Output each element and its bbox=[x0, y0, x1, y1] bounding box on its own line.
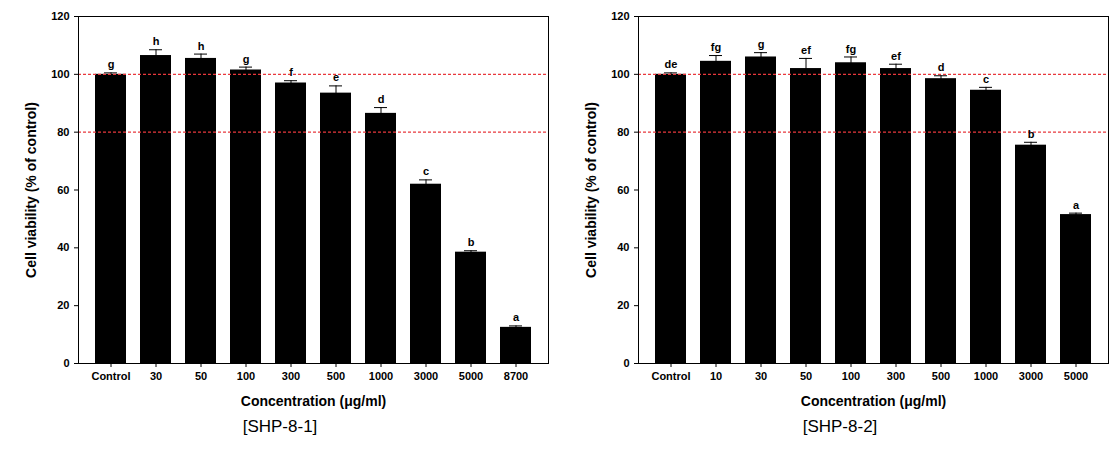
svg-text:120: 120 bbox=[611, 10, 629, 22]
svg-text:Cell viability (% of control): Cell viability (% of control) bbox=[583, 102, 599, 278]
svg-text:500: 500 bbox=[932, 370, 950, 382]
svg-text:c: c bbox=[983, 73, 989, 85]
svg-text:40: 40 bbox=[617, 241, 629, 253]
svg-text:100: 100 bbox=[611, 68, 629, 80]
svg-text:5000: 5000 bbox=[1064, 370, 1088, 382]
svg-text:80: 80 bbox=[57, 126, 69, 138]
svg-text:d: d bbox=[938, 61, 945, 73]
svg-text:Cell viability (% of control): Cell viability (% of control) bbox=[23, 102, 39, 278]
svg-text:0: 0 bbox=[623, 357, 629, 369]
svg-text:80: 80 bbox=[617, 126, 629, 138]
svg-text:Concentration (μg/ml): Concentration (μg/ml) bbox=[241, 393, 386, 409]
svg-text:g: g bbox=[108, 58, 115, 70]
svg-text:0: 0 bbox=[63, 357, 69, 369]
html-text:[SHP-8-2]: [SHP-8-2] bbox=[802, 417, 878, 436]
svg-text:Control: Control bbox=[91, 370, 130, 382]
svg-text:h: h bbox=[198, 40, 205, 52]
svg-text:50: 50 bbox=[800, 370, 812, 382]
svg-text:50: 50 bbox=[195, 370, 207, 382]
svg-text:ef: ef bbox=[891, 50, 901, 62]
svg-text:b: b bbox=[468, 236, 475, 248]
svg-text:a: a bbox=[513, 311, 520, 323]
svg-text:60: 60 bbox=[57, 184, 69, 196]
svg-text:ef: ef bbox=[801, 44, 811, 56]
svg-text:60: 60 bbox=[617, 184, 629, 196]
svg-text:1000: 1000 bbox=[974, 370, 998, 382]
svg-text:g: g bbox=[243, 53, 250, 65]
svg-text:h: h bbox=[153, 35, 160, 47]
svg-text:120: 120 bbox=[51, 10, 69, 22]
svg-text:a: a bbox=[1073, 199, 1080, 211]
svg-text:b: b bbox=[1028, 128, 1035, 140]
svg-text:500: 500 bbox=[327, 370, 345, 382]
svg-text:3000: 3000 bbox=[1019, 370, 1043, 382]
svg-text:40: 40 bbox=[57, 241, 69, 253]
svg-text:c: c bbox=[423, 165, 429, 177]
svg-text:20: 20 bbox=[57, 299, 69, 311]
svg-text:fg: fg bbox=[846, 43, 856, 55]
svg-text:Concentration (μg/ml): Concentration (μg/ml) bbox=[801, 393, 946, 409]
svg-text:300: 300 bbox=[282, 370, 300, 382]
svg-text:fg: fg bbox=[711, 41, 721, 53]
svg-text:d: d bbox=[378, 93, 385, 105]
svg-text:10: 10 bbox=[710, 370, 722, 382]
svg-text:100: 100 bbox=[51, 68, 69, 80]
svg-text:1000: 1000 bbox=[369, 370, 393, 382]
svg-text:100: 100 bbox=[237, 370, 255, 382]
svg-text:8700: 8700 bbox=[504, 370, 528, 382]
svg-text:g: g bbox=[758, 38, 765, 50]
svg-text:30: 30 bbox=[150, 370, 162, 382]
svg-text:de: de bbox=[665, 58, 678, 70]
svg-text:3000: 3000 bbox=[414, 370, 438, 382]
html-text:[SHP-8-1]: [SHP-8-1] bbox=[242, 417, 318, 436]
svg-text:5000: 5000 bbox=[459, 370, 483, 382]
svg-text:30: 30 bbox=[755, 370, 767, 382]
svg-text:f: f bbox=[289, 66, 293, 78]
svg-text:e: e bbox=[333, 71, 339, 83]
svg-text:20: 20 bbox=[617, 299, 629, 311]
svg-text:Control: Control bbox=[651, 370, 690, 382]
svg-text:300: 300 bbox=[887, 370, 905, 382]
svg-text:100: 100 bbox=[842, 370, 860, 382]
